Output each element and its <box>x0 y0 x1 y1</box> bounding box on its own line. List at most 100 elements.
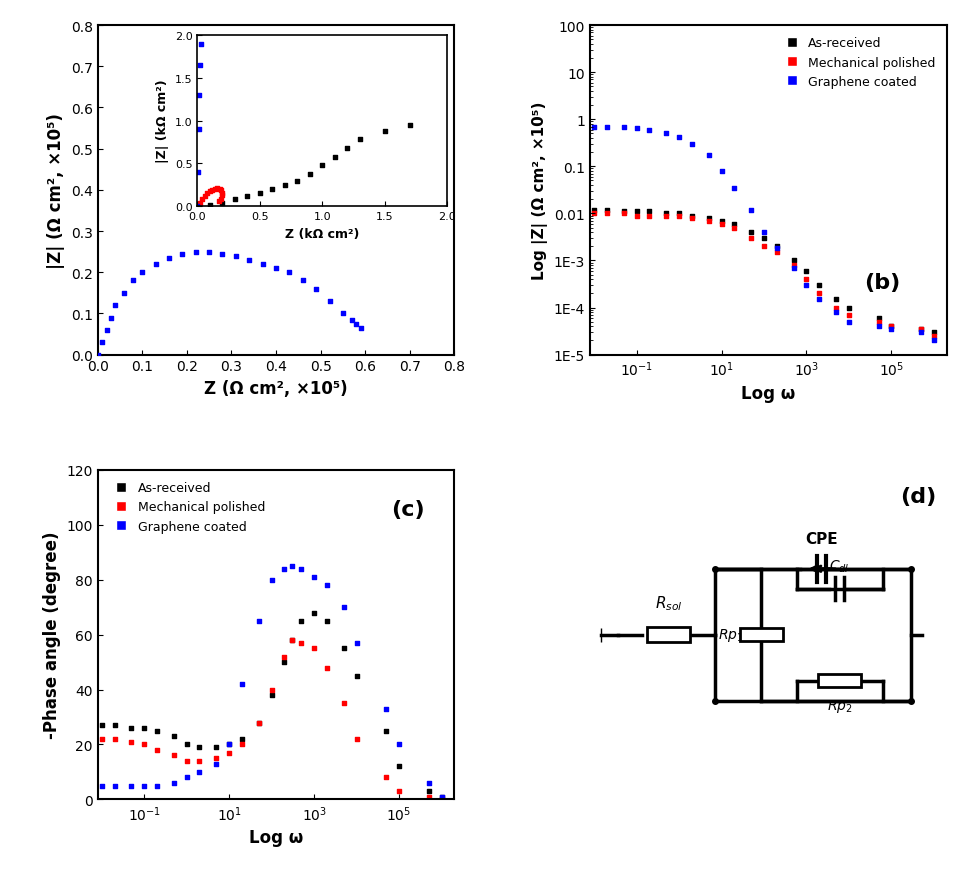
Text: CPE: CPE <box>805 531 838 546</box>
Point <box>421 785 436 799</box>
Point <box>209 740 224 754</box>
Y-axis label: -Phase angle (degree): -Phase angle (degree) <box>43 531 61 739</box>
Point <box>701 212 716 226</box>
Point <box>241 254 257 268</box>
Point <box>811 279 827 293</box>
Point <box>671 209 687 223</box>
Text: (d): (d) <box>900 487 936 507</box>
Point <box>166 729 182 743</box>
Point <box>353 322 369 335</box>
Point <box>701 215 716 229</box>
Point <box>348 733 364 746</box>
Point <box>124 735 140 749</box>
Point <box>744 232 759 246</box>
Point <box>871 312 886 326</box>
Point <box>391 760 407 773</box>
Point <box>811 293 827 307</box>
Point <box>641 123 657 137</box>
Point <box>616 207 631 221</box>
Point <box>348 317 364 331</box>
Text: (a): (a) <box>390 56 426 76</box>
Point <box>769 242 785 256</box>
Point <box>756 226 772 240</box>
Point <box>137 721 152 735</box>
Text: (c): (c) <box>391 500 425 520</box>
Point <box>319 614 335 628</box>
Point <box>587 207 602 221</box>
Point <box>103 311 119 325</box>
Point <box>124 721 140 735</box>
X-axis label: Z (Ω cm², ×10⁵): Z (Ω cm², ×10⁵) <box>204 380 347 397</box>
Point <box>713 217 729 231</box>
Point <box>914 322 929 336</box>
Point <box>926 329 942 343</box>
Point <box>179 754 194 768</box>
Text: (b): (b) <box>865 273 901 293</box>
Point <box>379 771 394 785</box>
Point <box>587 203 602 217</box>
Point <box>147 258 163 272</box>
Point <box>308 282 324 296</box>
Point <box>798 273 814 287</box>
Point <box>433 793 449 806</box>
Point <box>188 245 204 259</box>
Text: $Rp_2$: $Rp_2$ <box>827 698 852 714</box>
Point <box>251 716 266 730</box>
Point <box>629 205 644 219</box>
Y-axis label: |Z| (Ω cm², ×10⁵): |Z| (Ω cm², ×10⁵) <box>47 113 65 269</box>
Point <box>264 683 279 697</box>
Point <box>926 326 942 340</box>
Point <box>234 738 250 752</box>
Point <box>161 251 177 265</box>
Point <box>264 574 279 587</box>
Point <box>215 248 230 262</box>
Point <box>798 265 814 279</box>
Point <box>149 779 165 793</box>
Point <box>276 562 292 576</box>
Legend: As-received, Mechanical polished, Graphene coated: As-received, Mechanical polished, Graphe… <box>103 476 270 538</box>
Point <box>166 749 182 763</box>
Point <box>701 149 716 163</box>
Point <box>379 702 394 716</box>
Point <box>744 203 759 217</box>
Point <box>756 240 772 254</box>
Point <box>883 320 899 334</box>
Point <box>769 240 785 254</box>
Point <box>116 287 132 301</box>
Point <box>841 308 857 322</box>
Point <box>726 222 742 235</box>
X-axis label: Log ω: Log ω <box>741 384 795 402</box>
Point <box>135 266 150 280</box>
Point <box>306 570 322 584</box>
Point <box>319 579 335 593</box>
Point <box>629 209 644 223</box>
Point <box>209 752 224 766</box>
Point <box>841 315 857 329</box>
Point <box>786 262 801 275</box>
Point <box>191 765 207 779</box>
Bar <box>740 628 783 641</box>
Point <box>264 688 279 702</box>
Point <box>684 137 700 151</box>
Point <box>94 719 109 733</box>
Point <box>251 716 266 730</box>
Point <box>599 207 615 221</box>
Point <box>671 207 687 221</box>
Text: $R_{sol}$: $R_{sol}$ <box>655 594 682 612</box>
Point <box>268 262 284 275</box>
Point <box>629 122 644 136</box>
Point <box>726 182 742 196</box>
Point <box>137 779 152 793</box>
Point <box>641 205 657 219</box>
Point <box>379 724 394 738</box>
Point <box>914 322 929 336</box>
Point <box>659 207 674 221</box>
Point <box>94 779 109 793</box>
Point <box>94 733 109 746</box>
Point <box>914 326 929 340</box>
Point <box>587 121 602 135</box>
Point <box>756 232 772 246</box>
Point <box>284 634 300 647</box>
X-axis label: Log ω: Log ω <box>249 828 304 846</box>
Point <box>191 740 207 754</box>
